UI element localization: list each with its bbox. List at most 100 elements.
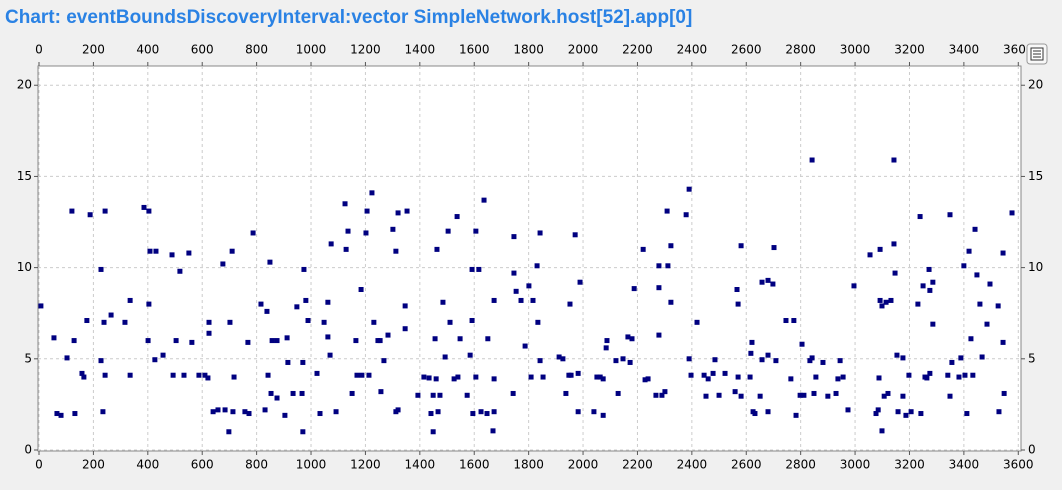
x-tick-label: 3600 bbox=[1003, 458, 1034, 472]
x-tick-label: 400 bbox=[136, 458, 159, 472]
chart-title: Chart: eventBoundsDiscoveryInterval:vect… bbox=[5, 7, 692, 28]
point bbox=[917, 214, 923, 220]
point bbox=[102, 208, 108, 214]
point bbox=[530, 297, 536, 303]
point bbox=[314, 370, 320, 376]
x-tick-label: 2400 bbox=[677, 458, 708, 472]
point bbox=[160, 352, 166, 358]
point bbox=[1000, 339, 1006, 345]
point bbox=[321, 319, 327, 325]
y-tick-label: 15 bbox=[17, 169, 32, 183]
point bbox=[752, 411, 758, 417]
point bbox=[765, 277, 771, 283]
x-tick-label-top: 1400 bbox=[405, 43, 436, 57]
x-tick-label-top: 3200 bbox=[894, 43, 925, 57]
point bbox=[962, 372, 968, 378]
point bbox=[659, 392, 665, 398]
point bbox=[146, 301, 152, 307]
x-tick-label: 200 bbox=[82, 458, 105, 472]
point bbox=[759, 279, 765, 285]
point bbox=[345, 228, 351, 234]
point bbox=[1009, 210, 1015, 216]
x-tick-label-top: 1000 bbox=[296, 43, 327, 57]
point bbox=[568, 372, 574, 378]
point bbox=[220, 261, 226, 267]
point bbox=[575, 370, 581, 376]
point bbox=[600, 376, 606, 382]
point bbox=[877, 297, 883, 303]
point bbox=[783, 318, 789, 324]
point bbox=[69, 208, 75, 214]
point bbox=[686, 186, 692, 192]
point bbox=[274, 338, 280, 344]
point bbox=[851, 283, 857, 289]
point bbox=[809, 157, 815, 163]
x-tick-label: 800 bbox=[245, 458, 268, 472]
point bbox=[620, 356, 626, 362]
point bbox=[927, 370, 933, 376]
point bbox=[645, 376, 651, 382]
x-tick-label-top: 200 bbox=[82, 43, 105, 57]
point bbox=[258, 301, 264, 307]
point bbox=[771, 245, 777, 251]
point bbox=[759, 357, 765, 363]
point bbox=[457, 336, 463, 342]
point bbox=[773, 358, 779, 364]
point bbox=[72, 411, 78, 417]
point bbox=[987, 281, 993, 287]
x-tick-label: 3000 bbox=[840, 458, 871, 472]
point bbox=[250, 230, 256, 236]
y-tick-label-right: 20 bbox=[1028, 78, 1043, 92]
point bbox=[537, 230, 543, 236]
point bbox=[206, 330, 212, 336]
x-tick-label-top: 3400 bbox=[949, 43, 980, 57]
point bbox=[481, 197, 487, 203]
point bbox=[363, 230, 369, 236]
point bbox=[426, 375, 432, 381]
point bbox=[597, 374, 603, 380]
point bbox=[947, 212, 953, 218]
point bbox=[395, 407, 401, 413]
point bbox=[594, 374, 600, 380]
point bbox=[511, 234, 517, 240]
point bbox=[98, 358, 104, 364]
point bbox=[603, 345, 609, 351]
point bbox=[445, 228, 451, 234]
point bbox=[563, 390, 569, 396]
x-tick-label-top: 600 bbox=[191, 43, 214, 57]
point bbox=[600, 412, 606, 418]
x-tick-label: 2600 bbox=[731, 458, 762, 472]
point bbox=[927, 287, 933, 293]
point bbox=[478, 409, 484, 415]
point bbox=[434, 246, 440, 252]
point bbox=[404, 208, 410, 214]
point bbox=[430, 392, 436, 398]
point bbox=[264, 308, 270, 314]
point bbox=[447, 319, 453, 325]
point bbox=[469, 318, 475, 324]
point bbox=[631, 286, 637, 292]
point bbox=[267, 259, 273, 265]
point bbox=[454, 214, 460, 220]
point bbox=[995, 303, 1001, 309]
point bbox=[377, 338, 383, 344]
point bbox=[229, 248, 235, 254]
point bbox=[560, 356, 566, 362]
point bbox=[301, 266, 307, 272]
menu-button[interactable] bbox=[1026, 43, 1048, 65]
point bbox=[653, 392, 659, 398]
point bbox=[949, 359, 955, 365]
point bbox=[328, 241, 334, 247]
point bbox=[349, 390, 355, 396]
point bbox=[189, 339, 195, 345]
point bbox=[833, 390, 839, 396]
point bbox=[435, 409, 441, 415]
point bbox=[735, 301, 741, 307]
point bbox=[127, 372, 133, 378]
y-tick-label: 20 bbox=[17, 78, 32, 92]
point bbox=[51, 335, 57, 341]
point bbox=[665, 263, 671, 269]
y-tick-label-right: 5 bbox=[1028, 351, 1036, 365]
point bbox=[738, 393, 744, 399]
